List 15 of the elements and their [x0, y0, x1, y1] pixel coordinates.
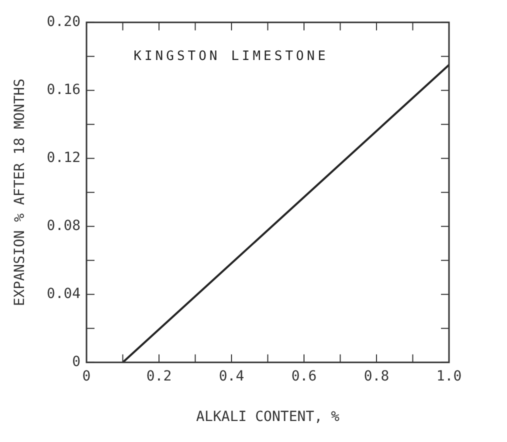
x-tick-label: 1.0	[436, 368, 462, 384]
y-tick-label: 0.08	[46, 218, 81, 234]
y-tick-label: 0.04	[46, 286, 81, 302]
y-tick-label: 0.12	[46, 150, 81, 166]
y-tick-label: 0.16	[46, 82, 81, 98]
x-tick-label: 0.8	[364, 368, 390, 384]
x-axis-title: ALKALI CONTENT, %	[196, 409, 340, 426]
y-axis-title: EXPANSION % AFTER 18 MONTHS	[12, 78, 28, 306]
x-tick-label: 0.6	[291, 368, 317, 384]
y-tick-label: 0	[72, 354, 81, 370]
x-tick-label: 0.2	[146, 368, 172, 384]
annotation: KINGSTON LIMESTONE	[134, 48, 329, 64]
x-tick-label: 0	[82, 368, 91, 384]
x-tick-label: 0.4	[218, 368, 244, 384]
y-tick-label: 0.20	[46, 14, 81, 30]
